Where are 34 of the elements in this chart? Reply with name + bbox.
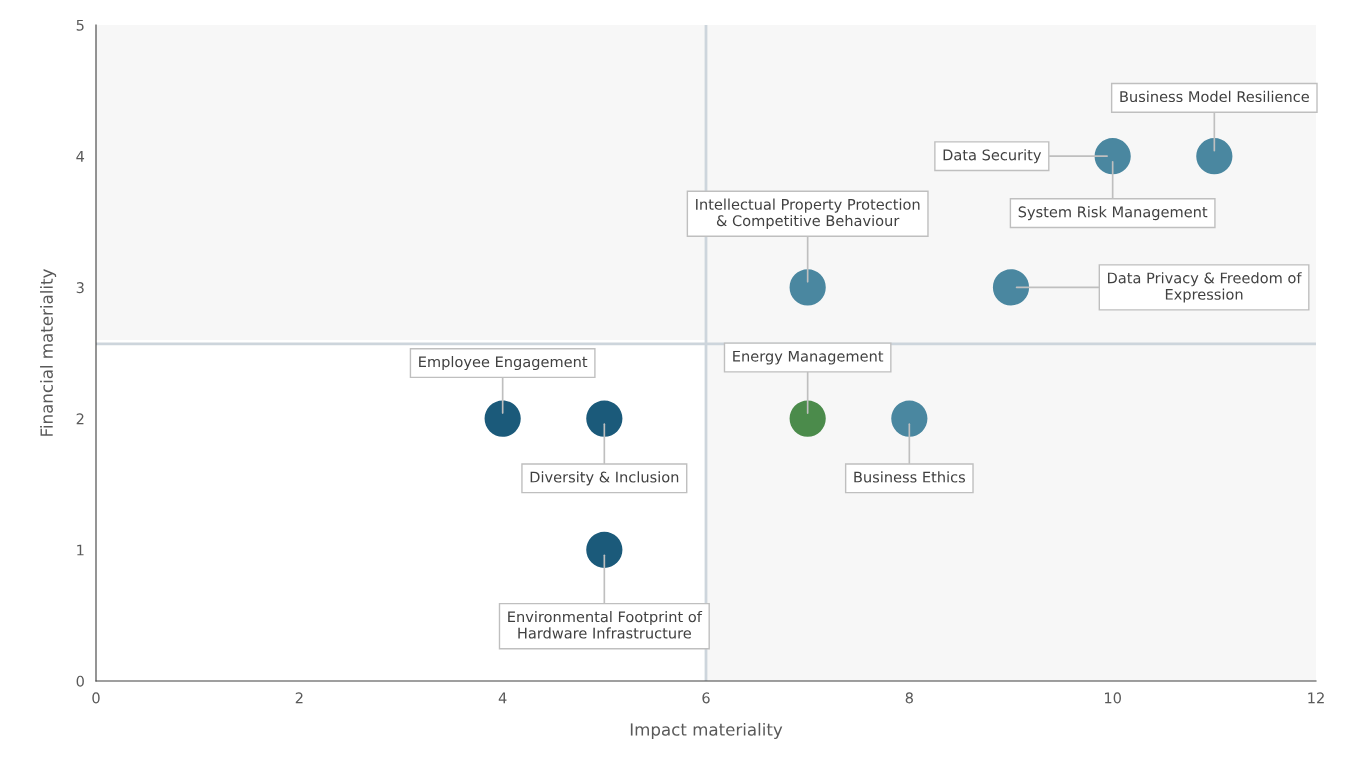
annotation: Intellectual Property Protection & Competitive Behaviour — [696, 198, 920, 230]
x-tick-label: 4 — [498, 692, 507, 704]
point — [789, 269, 826, 306]
annotation: Diversity & Inclusion — [530, 471, 679, 486]
y-tick-label: 1 — [77, 544, 84, 556]
annotation: Business Model Resilience — [1120, 90, 1309, 103]
y-tick-label: 0 — [76, 675, 84, 687]
x-tick-label: 12 — [1308, 692, 1324, 704]
x-tick-label: 10 — [1104, 692, 1121, 704]
point — [1196, 138, 1233, 175]
x-tick-label: 8 — [905, 692, 913, 704]
y-tick-label: 2 — [76, 413, 84, 425]
point — [789, 400, 826, 437]
y-axis-title: Financial materiality — [40, 269, 57, 436]
point — [484, 400, 521, 437]
x-tick-label: 0 — [92, 692, 100, 704]
y-tick-label: 5 — [76, 19, 84, 31]
annotation: Employee Engagement — [419, 355, 588, 371]
annotation: System Risk Management — [1018, 206, 1208, 221]
point — [992, 269, 1030, 306]
annotation: Business Ethics — [854, 471, 966, 483]
annotation: Data Privacy & Freedom of Expression — [1108, 272, 1302, 303]
x-axis-title: Impact materiality — [630, 722, 783, 740]
point — [1094, 138, 1131, 175]
annotation: Energy Management — [733, 350, 884, 365]
point — [891, 400, 928, 437]
y-tick-label: 3 — [76, 282, 84, 294]
y-tick-label: 4 — [76, 151, 85, 162]
x-tick-label: 6 — [702, 692, 710, 704]
annotation: Environmental Footprint of Hardware Infrastructure — [508, 610, 703, 639]
x-tick-label: 2 — [295, 692, 303, 704]
point — [586, 400, 623, 437]
point — [586, 531, 623, 568]
annotation: Data Security — [943, 149, 1042, 164]
